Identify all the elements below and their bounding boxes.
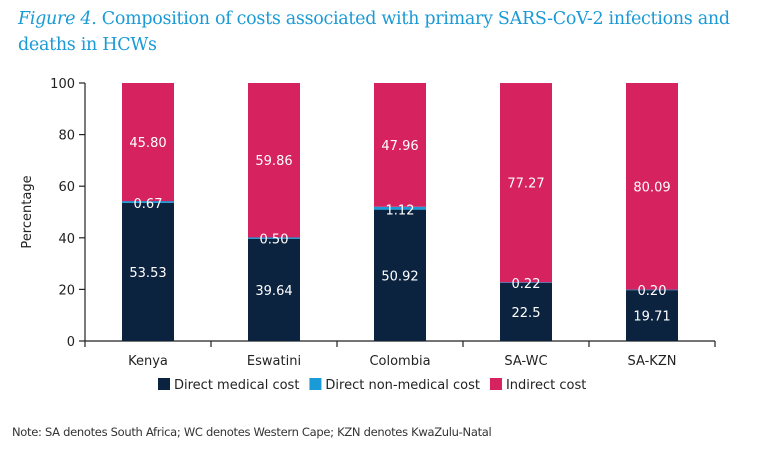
y-tick-label: 40 (58, 232, 75, 247)
data-label: 19.71 (633, 310, 670, 325)
y-tick-label: 60 (58, 180, 75, 195)
bar-segment (122, 83, 174, 202)
title-text: Composition of costs associated with pri… (18, 9, 730, 55)
data-label: 80.09 (633, 180, 670, 195)
legend-swatch (309, 378, 322, 390)
bar-segment (626, 83, 678, 290)
x-tick-label: Eswatini (247, 354, 301, 369)
figure-label: Figure 4. (18, 9, 97, 29)
bar-segment (500, 282, 552, 341)
data-label: 59.86 (255, 154, 292, 169)
data-label: 1.12 (386, 204, 415, 219)
bar-segment (248, 238, 300, 341)
data-label: 22.5 (512, 306, 541, 321)
bar-segment (122, 200, 174, 203)
bar-segment (500, 83, 552, 283)
x-tick-label: SA-WC (504, 354, 547, 369)
footnote: Note: SA denotes South Africa; WC denote… (12, 425, 492, 439)
data-label: 77.27 (507, 177, 544, 192)
y-tick-label: 80 (58, 129, 75, 144)
data-label: 0.67 (134, 197, 163, 212)
legend-label: Direct medical cost (174, 378, 299, 393)
legend-swatch (158, 378, 170, 390)
x-tick-label: Kenya (128, 354, 168, 369)
data-label: 45.80 (129, 136, 166, 151)
data-label: 53.53 (129, 266, 166, 281)
data-label: 0.22 (512, 277, 541, 292)
y-tick-label: 0 (67, 335, 75, 350)
legend-label: Indirect cost (506, 378, 586, 393)
x-tick-label: SA-KZN (628, 354, 677, 369)
data-label: 47.96 (381, 139, 418, 154)
data-label: 0.50 (260, 233, 289, 248)
data-label: 39.64 (255, 284, 292, 299)
legend: Direct medical cost Direct non-medical co… (158, 378, 586, 393)
data-label: 50.92 (381, 269, 418, 284)
y-axis-label: Percentage (20, 175, 35, 248)
legend-label: Direct non-medical cost (325, 378, 480, 393)
y-tick-label: 20 (58, 283, 75, 298)
bar-segment (374, 209, 426, 341)
x-tick-label: Colombia (369, 354, 430, 369)
bar-segment (626, 290, 678, 341)
bar-segment (374, 83, 426, 207)
bar-segment (248, 83, 300, 238)
data-labels: 53.53 0.67 45.80 39.64 0.50 59.86 50.92 1.12 47.… (129, 136, 670, 324)
x-axis: Kenya Eswatini Colombia SA-WC SA-KZN (84, 340, 716, 369)
legend-swatch (489, 378, 502, 390)
bar-segment (374, 206, 426, 210)
chart-title: Figure 4. Composition of costs associate… (18, 6, 758, 58)
y-tick-label: 100 (50, 77, 75, 92)
y-axis: 0 20 40 60 80 100 (50, 77, 86, 350)
bar-segment (122, 202, 174, 341)
data-label: 0.20 (638, 284, 667, 299)
bar-segment (248, 236, 300, 239)
bars (122, 83, 678, 341)
